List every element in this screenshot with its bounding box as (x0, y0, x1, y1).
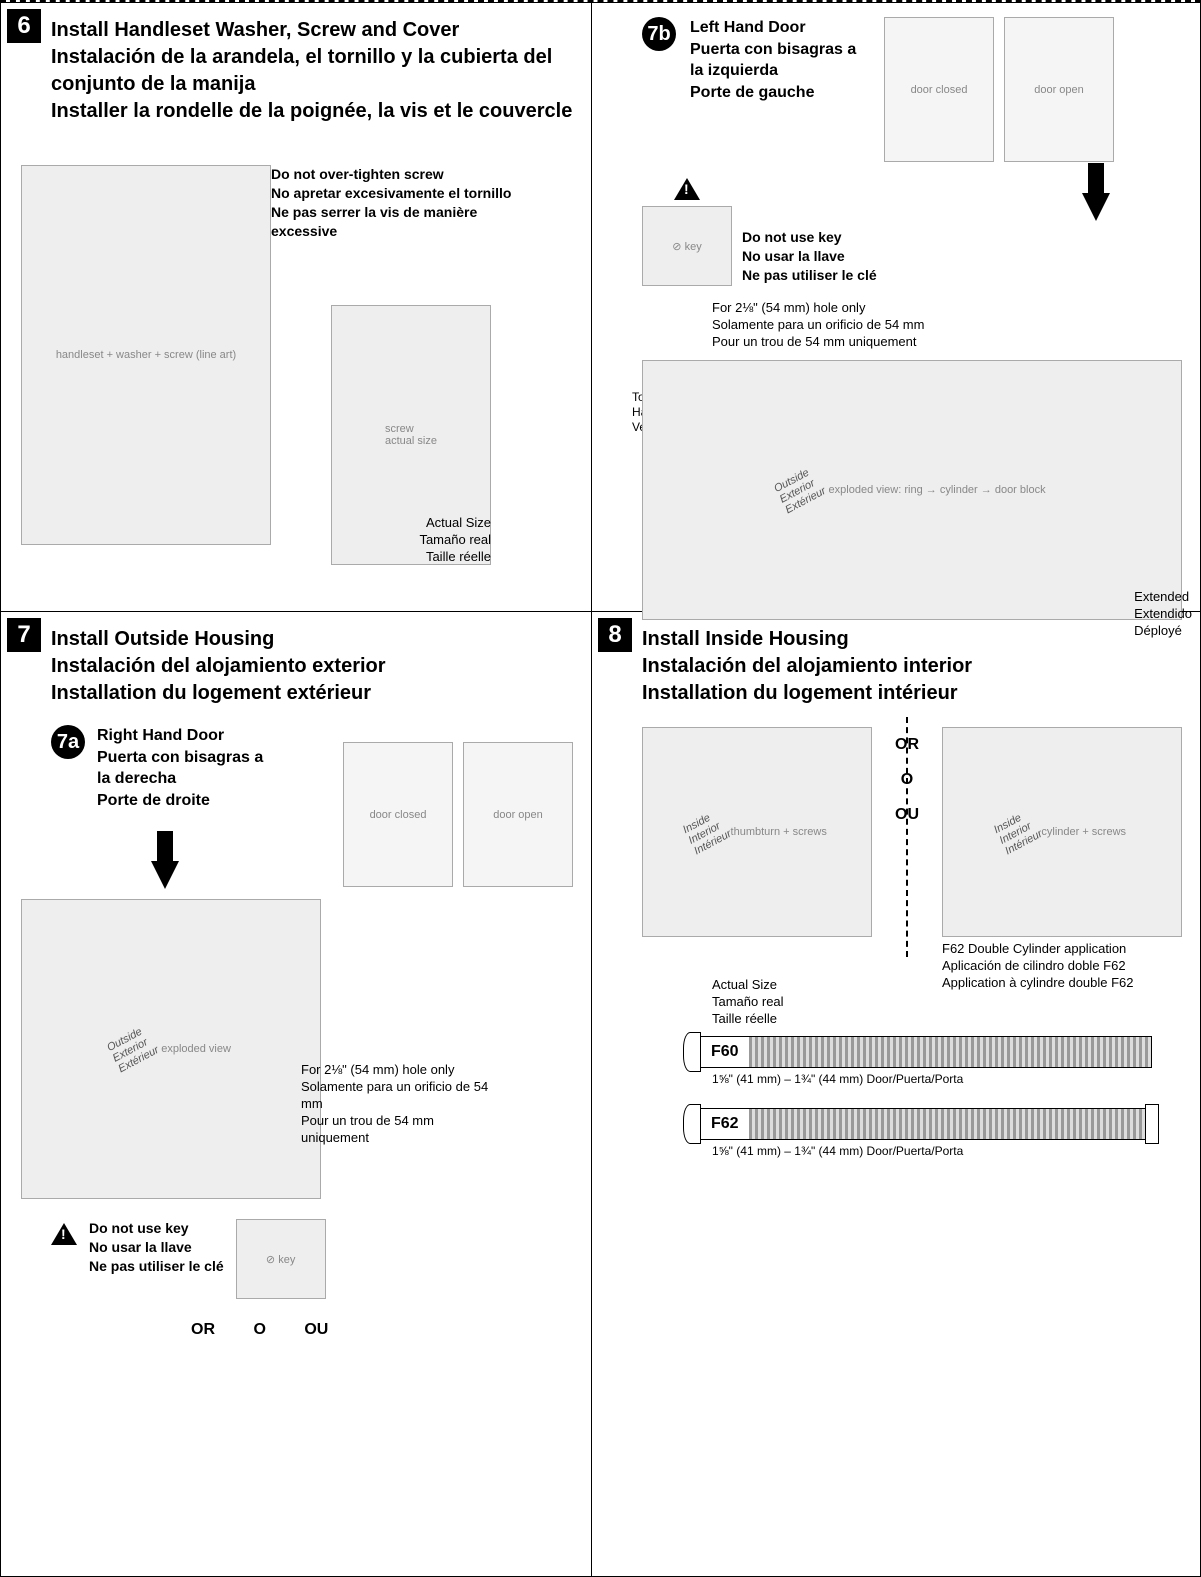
door-open-illustration: door open (463, 742, 573, 887)
step-7b-badge: 7b (642, 17, 676, 51)
step-6-panel: 6 Install Handleset Washer, Screw and Co… (0, 2, 592, 612)
step-7a-title-en: Right Hand Door (97, 725, 277, 747)
arrow-down-icon (151, 861, 179, 889)
step-8-badge: 8 (598, 618, 632, 652)
step-7a-title-fr: Porte de droite (97, 790, 277, 812)
outside-label: Outside Exterior Extérieur (773, 464, 829, 516)
actual-size-es: Tamaño real (712, 994, 1182, 1011)
screw-warning-fr: Ne pas serrer la vis de manière excessiv… (271, 203, 531, 241)
inside-label: Inside Interior Intérieur (992, 807, 1045, 858)
warning-icon (51, 1223, 77, 1245)
screw-warning-en: Do not over-tighten screw (271, 165, 531, 184)
no-key-es: No usar la llave (742, 247, 877, 266)
or-en: OR (191, 1321, 215, 1338)
step-8-title: Install Inside Housing Instalación del a… (642, 626, 1182, 707)
step-7b-title: Left Hand Door Puerta con bisagras a la … (690, 17, 870, 103)
step-7b-title-fr: Porte de gauche (690, 82, 870, 104)
f60-screw-bar: F60 (692, 1036, 1152, 1068)
step-7b-title-es: Puerta con bisagras a la izquierda (690, 39, 870, 82)
outside-label: Outside Exterior Extérieur (105, 1023, 161, 1075)
screw-warning-es: No apretar excesivamente el tornillo (271, 184, 531, 203)
or-separator: OR O OU (51, 1321, 573, 1339)
screw-warning: Do not over-tighten screw No apretar exc… (271, 165, 531, 241)
door-closed-illustration: door closed (884, 17, 994, 162)
f62-note-es: Aplicación de cilindro doble F62 (942, 958, 1182, 975)
no-key-es: No usar la llave (89, 1238, 224, 1257)
hole-size-en: For 2⅛" (54 mm) hole only (301, 1062, 501, 1079)
step-7-panel: 7 Install Outside Housing Instalación de… (0, 612, 592, 1577)
inside-thumbturn-illustration: Inside Interior Intérieur thumbturn + sc… (642, 727, 872, 937)
actual-size-es: Tamaño real (331, 532, 491, 549)
f62-note-en: F62 Double Cylinder application (942, 941, 1182, 958)
outside-housing-exploded-illustration: Outside Exterior Extérieur exploded view (21, 899, 321, 1199)
step-6-title-es: Instalación de la arandela, el tornillo … (51, 44, 573, 98)
step-7a-title: Right Hand Door Puerta con bisagras a la… (97, 725, 277, 811)
no-key-illustration: ⊘ key (642, 206, 732, 286)
f62-dimensions: 1⅝" (41 mm) – 1¾" (44 mm) Door/Puerta/Po… (712, 1144, 1152, 1158)
step-7b-title-en: Left Hand Door (690, 17, 870, 39)
or-divider: OR O OU (872, 727, 942, 833)
step-7-title: Install Outside Housing Instalación del … (51, 626, 573, 707)
no-key-fr: Ne pas utiliser le clé (742, 266, 877, 285)
step-7a-title-es: Puerta con bisagras a la derecha (97, 747, 277, 790)
door-open-illustration: door open (1004, 17, 1114, 162)
step-6-title-fr: Installer la rondelle de la poignée, la … (51, 98, 573, 125)
step-8-title-es: Instalación del alojamiento interior (642, 653, 1182, 680)
f62-label: F62 (701, 1115, 749, 1133)
no-key-warning: Do not use key No usar la llave Ne pas u… (89, 1219, 224, 1276)
actual-size-fr: Taille réelle (331, 549, 491, 566)
hole-size-en: For 2⅛" (54 mm) hole only (712, 300, 924, 317)
inside-double-cylinder-illustration: Inside Interior Intérieur cylinder + scr… (942, 727, 1182, 937)
instruction-page: 6 Install Handleset Washer, Screw and Co… (0, 0, 1201, 1577)
outside-housing-exploded-illustration: Outside Exterior Extérieur exploded view… (642, 360, 1182, 620)
extended-en: Extended (1134, 589, 1192, 606)
or-es: O (253, 1321, 265, 1338)
screw-tip-icon (1145, 1104, 1159, 1144)
step-8-panel: 8 Install Inside Housing Instalación del… (592, 612, 1201, 1577)
arrow-down-icon (1082, 193, 1110, 221)
step-6-title: Install Handleset Washer, Screw and Cove… (51, 17, 573, 125)
right-door-diagrams: door closed door open (343, 742, 573, 887)
step-8-title-fr: Installation du logement intérieur (642, 680, 1182, 707)
hole-size-note: For 2⅛" (54 mm) hole only Solamente para… (301, 1062, 501, 1146)
hole-size-fr: Pour un trou de 54 mm uniquement (301, 1113, 501, 1147)
hole-size-es: Solamente para un orificio de 54 mm (301, 1079, 501, 1113)
screw-head-icon (683, 1032, 701, 1072)
f60-dimensions: 1⅝" (41 mm) – 1¾" (44 mm) Door/Puerta/Po… (712, 1072, 1152, 1086)
actual-size-en: Actual Size (331, 515, 491, 532)
step-7a-badge: 7a (51, 725, 85, 759)
f62-note-fr: Application à cylindre double F62 (942, 975, 1182, 992)
f62-screw-bar: F62 (692, 1108, 1152, 1140)
no-key-illustration: ⊘ key (236, 1219, 326, 1299)
warning-icon (674, 178, 700, 200)
f62-note: F62 Double Cylinder application Aplicaci… (942, 941, 1182, 992)
f60-label: F60 (701, 1043, 749, 1061)
no-key-en: Do not use key (89, 1219, 224, 1238)
screw-head-icon (683, 1104, 701, 1144)
step-7-title-es: Instalación del alojamiento exterior (51, 653, 573, 680)
step-8-title-en: Install Inside Housing (642, 626, 1182, 653)
inside-label: Inside Interior Intérieur (681, 807, 734, 858)
hole-size-note: For 2⅛" (54 mm) hole only Solamente para… (712, 300, 924, 351)
no-key-fr: Ne pas utiliser le clé (89, 1257, 224, 1276)
handleset-illustration: handleset + washer + screw (line art) (21, 165, 271, 545)
step-6-title-en: Install Handleset Washer, Screw and Cove… (51, 17, 573, 44)
actual-size-fr: Taille réelle (712, 1011, 1182, 1028)
actual-size-label: Actual Size Tamaño real Taille réelle (331, 515, 491, 566)
screw-thread-icon (749, 1109, 1145, 1139)
step-7-badge: 7 (7, 618, 41, 652)
no-key-en: Do not use key (742, 228, 877, 247)
or-fr: OU (304, 1321, 328, 1338)
door-closed-illustration: door closed (343, 742, 453, 887)
step-7b-panel: 7b Left Hand Door Puerta con bisagras a … (592, 2, 1201, 612)
hole-size-fr: Pour un trou de 54 mm uniquement (712, 334, 924, 351)
screw-thread-icon (749, 1037, 1151, 1067)
step-7-title-fr: Installation du logement extérieur (51, 680, 573, 707)
left-door-diagrams: door closed door open (884, 17, 1114, 162)
hole-size-es: Solamente para un orificio de 54 mm (712, 317, 924, 334)
step-6-badge: 6 (7, 9, 41, 43)
no-key-warning: Do not use key No usar la llave Ne pas u… (742, 228, 877, 285)
step-7-title-en: Install Outside Housing (51, 626, 573, 653)
